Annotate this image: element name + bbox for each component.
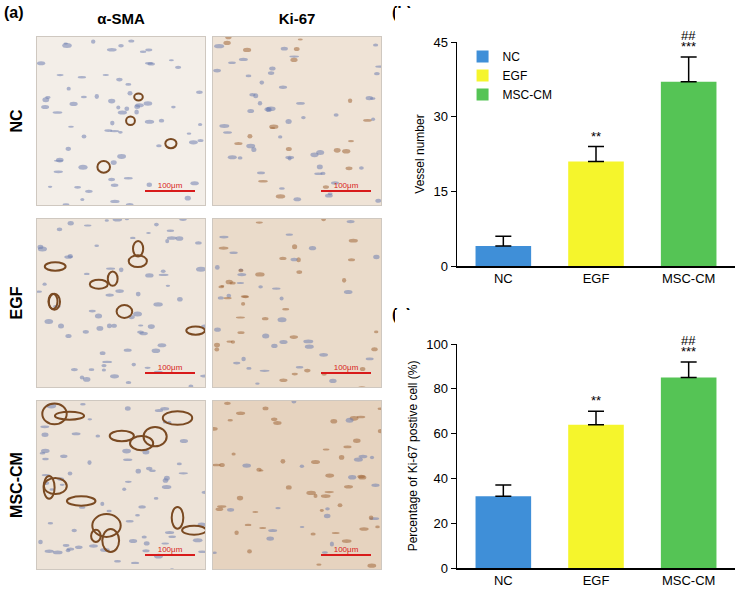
svg-text:EGF: EGF [583, 271, 610, 286]
svg-text:**: ** [591, 393, 601, 408]
html-text:NC: NC [8, 109, 25, 133]
html-text:(a): (a) [4, 4, 24, 21]
svg-text:60: 60 [433, 426, 447, 441]
svg-text:NC: NC [503, 50, 521, 64]
svg-text:***: *** [681, 39, 696, 54]
svg-text:MSC-CM: MSC-CM [662, 573, 715, 588]
svg-text:20: 20 [433, 516, 447, 531]
svg-text:45: 45 [433, 35, 447, 50]
svg-text:***: *** [681, 344, 696, 359]
svg-text:0: 0 [441, 259, 448, 274]
svg-text:##: ## [681, 333, 696, 348]
svg-text:EGF: EGF [583, 573, 610, 588]
svg-text:100μm: 100μm [334, 363, 359, 372]
svg-text:100μm: 100μm [334, 545, 359, 554]
svg-text:MSC-CM: MSC-CM [662, 271, 715, 286]
html-text:α-SMA: α-SMA [97, 10, 145, 27]
svg-text:100μm: 100μm [158, 545, 183, 554]
svg-text:0: 0 [441, 561, 448, 576]
svg-text:100μm: 100μm [158, 181, 183, 190]
svg-text:EGF: EGF [503, 69, 528, 83]
svg-text:30: 30 [433, 109, 447, 124]
svg-text:NC: NC [494, 573, 513, 588]
svg-text:15: 15 [433, 184, 447, 199]
svg-text:##: ## [681, 28, 696, 43]
svg-text:80: 80 [433, 381, 447, 396]
svg-text:NC: NC [494, 271, 513, 286]
svg-text:**: ** [591, 129, 601, 144]
html-text:MSC-CM: MSC-CM [8, 452, 25, 518]
svg-text:Percentage of Ki-67 postive ce: Percentage of Ki-67 postive cell (%) [406, 361, 420, 552]
html-text:Ki-67: Ki-67 [278, 10, 316, 27]
html-text:EGF: EGF [8, 286, 25, 320]
html-text:(c): (c) [392, 306, 412, 323]
html-text:(b): (b) [392, 4, 413, 21]
svg-text:MSC-CM: MSC-CM [503, 88, 552, 102]
svg-text:40: 40 [433, 471, 447, 486]
svg-text:Vessel number: Vessel number [413, 114, 427, 193]
svg-text:100μm: 100μm [158, 363, 183, 372]
svg-text:100μm: 100μm [334, 181, 359, 190]
svg-text:100: 100 [426, 337, 448, 352]
